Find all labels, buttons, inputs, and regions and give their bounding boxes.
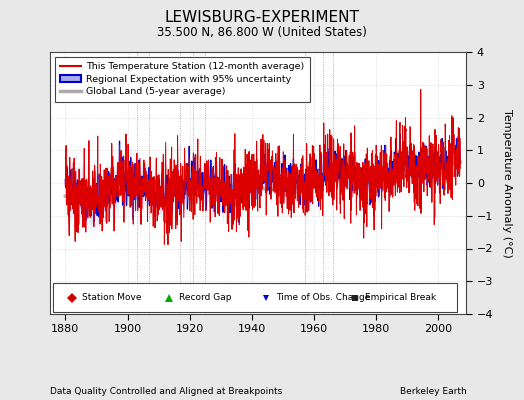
Text: Berkeley Earth: Berkeley Earth (400, 387, 466, 396)
Text: Empirical Break: Empirical Break (365, 293, 436, 302)
Text: Station Move: Station Move (82, 293, 142, 302)
Text: 35.500 N, 86.800 W (United States): 35.500 N, 86.800 W (United States) (157, 26, 367, 39)
Text: LEWISBURG-EXPERIMENT: LEWISBURG-EXPERIMENT (165, 10, 359, 25)
Text: Data Quality Controlled and Aligned at Breakpoints: Data Quality Controlled and Aligned at B… (50, 387, 282, 396)
Text: Record Gap: Record Gap (179, 293, 232, 302)
Y-axis label: Temperature Anomaly (°C): Temperature Anomaly (°C) (501, 109, 511, 257)
Text: Time of Obs. Change: Time of Obs. Change (276, 293, 370, 302)
FancyBboxPatch shape (53, 283, 457, 312)
Legend: This Temperature Station (12-month average), Regional Expectation with 95% uncer: This Temperature Station (12-month avera… (54, 57, 310, 102)
